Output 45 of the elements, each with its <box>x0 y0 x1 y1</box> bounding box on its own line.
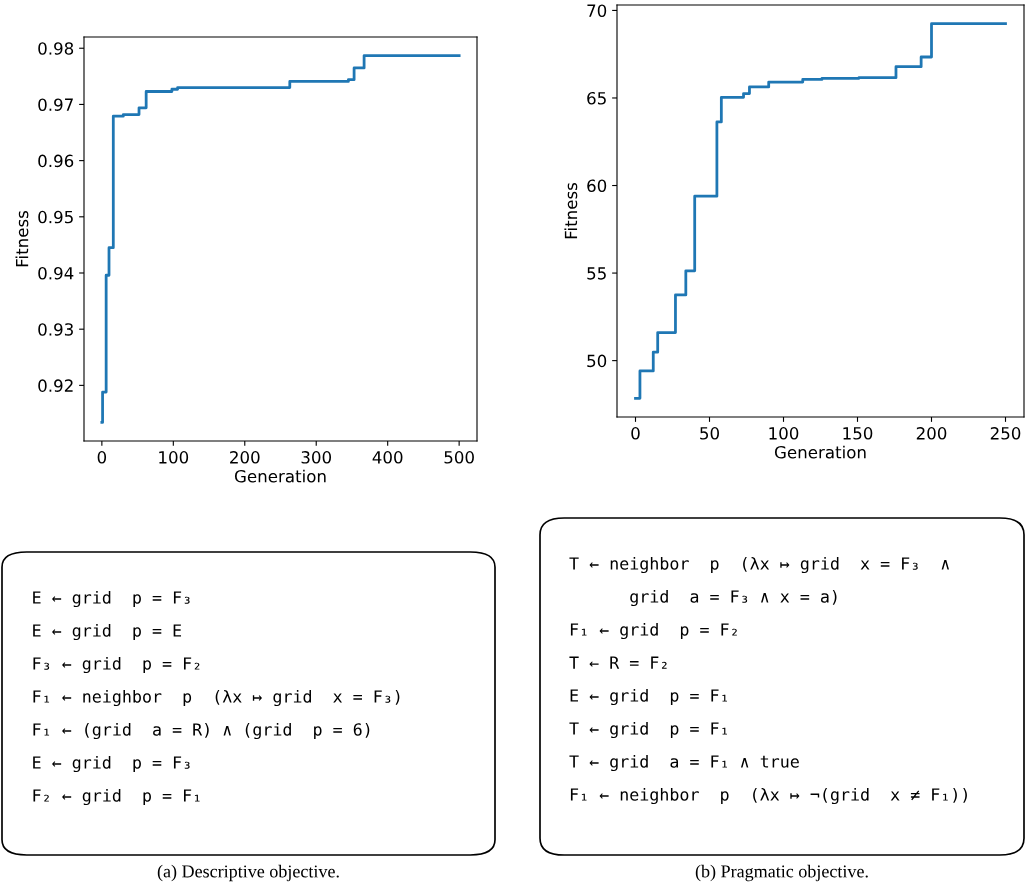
y-tick-label: 0.92 <box>38 379 73 392</box>
y-tick-label: 0.98 <box>38 42 74 55</box>
x-tick-label: 250 <box>990 427 1021 440</box>
text: F₁ ← neighbor p (λx ↦ ¬(grid x ≠ F₁)) <box>570 787 967 805</box>
text: (a) Descriptive objective. <box>157 864 339 882</box>
y-tick-label: 0.97 <box>38 98 73 111</box>
text: E ← grid p = F₃ <box>33 755 190 773</box>
text: F₂ ← grid p = F₁ <box>33 788 200 806</box>
text: F₁ ← neighbor p (λx ↦ grid x = F₃) <box>33 689 400 707</box>
y-tick-label: 0.94 <box>38 266 74 280</box>
x-tick-label: 400 <box>372 451 403 464</box>
y-tick-label: 0.93 <box>38 323 73 336</box>
text: F₁ ← grid p = F₂ <box>570 622 737 640</box>
text: T ← neighbor p (λx ↦ grid x = F₃ ∧ <box>569 556 949 574</box>
x-tick-label: 0 <box>97 451 107 464</box>
x-tick-label: 300 <box>301 451 332 464</box>
x-axis-title: Generation <box>774 445 866 459</box>
y-axis-title: Fitness <box>564 182 578 239</box>
x-tick-label: 100 <box>159 451 189 464</box>
text: E ← grid p = F₁ <box>570 688 727 706</box>
text: grid a = F₃ ∧ x = a) <box>630 589 837 607</box>
y-tick-label: 65 <box>587 91 606 105</box>
text: (b) Pragmatic objective. <box>695 864 868 882</box>
y-tick-label: 70 <box>587 4 607 17</box>
text: F₃ ← grid p = F₂ <box>33 656 200 674</box>
x-tick-label: 50 <box>700 427 719 440</box>
text: T ← R = F₂ <box>569 656 667 669</box>
text: E ← grid p = E <box>33 623 182 641</box>
y-axis-title: Fitness <box>15 210 29 267</box>
x-tick-label: 100 <box>769 427 799 440</box>
y-tick-label: 55 <box>587 267 606 280</box>
x-tick-label: 150 <box>843 427 873 440</box>
text: E ← grid p = F₃ <box>33 590 190 608</box>
x-tick-label: 0 <box>631 427 640 440</box>
text: T ← grid p = F₁ <box>569 721 727 739</box>
x-tick-label: 500 <box>444 451 474 464</box>
x-tick-label: 200 <box>916 427 947 440</box>
y-tick-label: 60 <box>587 179 607 193</box>
text: F₁ ← (grid a = R) ∧ (grid p = 6) <box>33 722 370 740</box>
x-axis-title: Generation <box>234 469 326 483</box>
text: T ← grid a = F₁ ∧ true <box>569 754 799 772</box>
y-tick-label: 0.95 <box>38 210 73 224</box>
x-tick-label: 200 <box>230 451 260 464</box>
y-tick-label: 50 <box>587 354 607 368</box>
y-tick-label: 0.96 <box>38 154 74 168</box>
